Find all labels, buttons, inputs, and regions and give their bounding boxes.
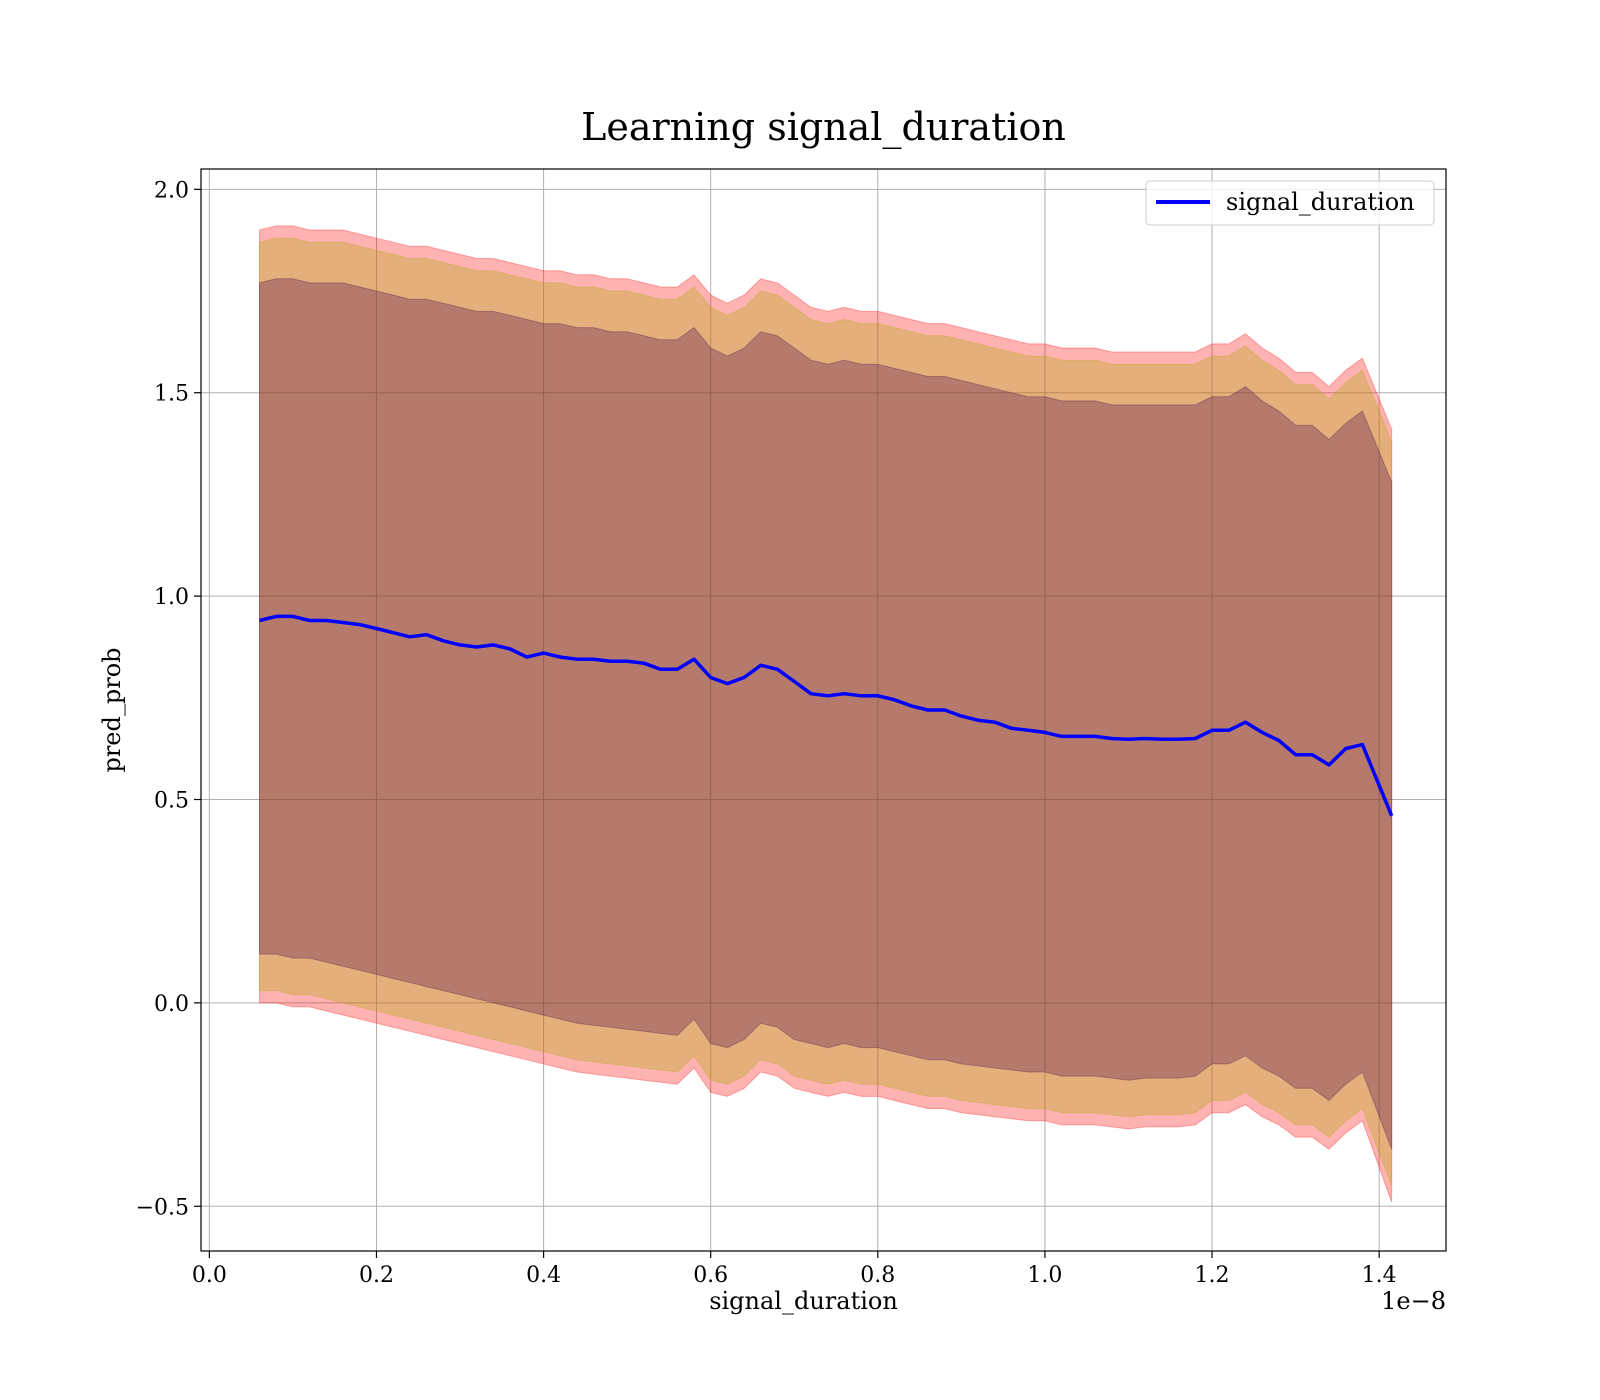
grid-lines	[201, 169, 1446, 1251]
y-axis-label: pred_prob	[98, 647, 126, 772]
x-tick-label: 0.6	[693, 1263, 728, 1288]
plot-frame	[200, 168, 1447, 1252]
x-tick-label: 1.0	[1027, 1263, 1062, 1288]
y-tick-label: 0.0	[154, 992, 189, 1017]
confidence-band-0	[259, 225, 1393, 1203]
series-lines	[259, 614, 1394, 817]
x-tick-label: 0.8	[860, 1263, 895, 1288]
legend-entry-signal-duration: signal_duration	[1226, 188, 1415, 216]
y-tick-label: 0.5	[154, 788, 189, 813]
legend: signal_duration	[1145, 180, 1435, 226]
x-tick-label: 0.0	[192, 1263, 227, 1288]
y-tick-label: 1.5	[154, 382, 189, 407]
y-tick-label: 1.0	[154, 585, 189, 610]
x-tick-label: 1.4	[1362, 1263, 1397, 1288]
confidence-band-2	[259, 278, 1393, 1150]
x-axis-ticks: 0.0 0.2 0.4 0.6 0.8 1.0 1.2 1.4	[192, 1251, 1397, 1288]
x-tick-label: 0.2	[359, 1263, 394, 1288]
x-tick-label: 0.4	[526, 1263, 561, 1288]
chart-title: Learning signal_duration	[581, 105, 1066, 150]
legend-box	[1145, 180, 1435, 226]
confidence-bands	[259, 225, 1393, 1203]
y-tick-label: −0.5	[136, 1195, 189, 1220]
x-axis-label: signal_duration	[709, 1287, 898, 1315]
x-axis-offset-label: 1e−8	[1381, 1287, 1446, 1315]
x-tick-label: 1.2	[1195, 1263, 1230, 1288]
y-tick-label: 2.0	[154, 178, 189, 203]
y-axis-ticks: −0.5 0.0 0.5 1.0 1.5 2.0	[136, 178, 201, 1220]
confidence-band-1	[259, 237, 1393, 1187]
series-line-signal-duration	[259, 614, 1394, 817]
